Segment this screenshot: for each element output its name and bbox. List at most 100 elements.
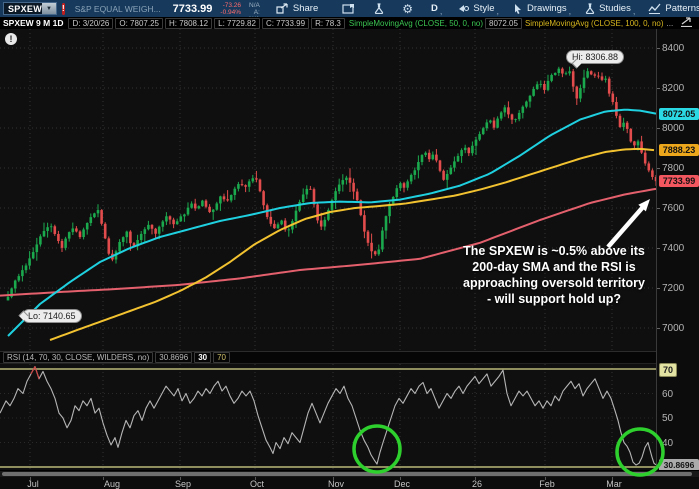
- flask-icon: [375, 3, 384, 14]
- style-label: Style: [473, 3, 495, 14]
- chart-gridlines: [0, 29, 656, 351]
- note-line: approaching oversold territory: [463, 276, 645, 290]
- price-tick-label: 7600: [662, 203, 685, 214]
- dropdown-mark: ,: [632, 5, 636, 16]
- dropdown-mark: ,: [496, 5, 500, 16]
- arrow-head: [638, 199, 650, 212]
- price-tick-label: 7800: [662, 163, 685, 174]
- price-tick-mark: [657, 128, 660, 129]
- time-tick-mark: [103, 477, 104, 480]
- sma200-line[interactable]: [0, 187, 656, 297]
- patterns-label: Patterns: [665, 3, 699, 14]
- dropdown-mark: ,: [439, 5, 443, 16]
- chart-info-icon[interactable]: !: [5, 33, 17, 45]
- time-tick-mark: [180, 477, 181, 480]
- oversold-circle-drawing[interactable]: [615, 427, 665, 477]
- arrow-drawing[interactable]: [606, 203, 647, 249]
- horizontal-scrollbar[interactable]: [0, 470, 699, 477]
- studies-button[interactable]: Studies ,: [585, 3, 636, 16]
- rsi-value-badge: 30.8696: [659, 458, 699, 471]
- time-axis-label: Aug: [103, 479, 121, 489]
- sma50-line[interactable]: [7, 108, 656, 337]
- time-tick-mark: [255, 477, 256, 480]
- price-tick-mark: [657, 248, 660, 249]
- price-tick-label: 8200: [662, 83, 685, 94]
- patterns-icon: [648, 3, 661, 14]
- time-tick-mark: [30, 477, 31, 480]
- symbol-description: S&P EQUAL WEIGH...: [74, 3, 161, 14]
- sma100-study-label[interactable]: SimpleMovingAvg (CLOSE, 100, 0, no): [524, 18, 664, 28]
- last-price: 7733.99: [172, 2, 213, 15]
- chart-news-button[interactable]: [342, 3, 355, 14]
- scrollbar-handle[interactable]: [2, 472, 692, 476]
- price-tick-label: 8400: [662, 43, 685, 54]
- style-icon: [459, 5, 470, 12]
- rsi-overbought-badge: 70: [659, 363, 677, 377]
- maximize-chart-button[interactable]: [680, 17, 693, 29]
- drawings-label: Drawings: [527, 3, 567, 14]
- candles: [6, 66, 656, 301]
- price-tick-label: 7000: [662, 323, 685, 334]
- time-axis-label: Nov: [327, 479, 345, 489]
- price-axis[interactable]: 8400 8200 8000 7800 7600 7400 7200 7000 8072.05 7…: [656, 29, 699, 471]
- price-tick-mark: [657, 88, 660, 89]
- note-line: The SPXEW is ~0.5% above its: [463, 244, 645, 258]
- ohlc-field: R: 78.3: [311, 17, 345, 29]
- price-tick-mark: [657, 328, 660, 329]
- rsi-study-label[interactable]: RSI (14, 70, 30, CLOSE, WILDERS, no): [3, 352, 154, 363]
- ohlc-field: L: 7729.82: [214, 17, 260, 29]
- analysis-note-drawing[interactable]: The SPXEW is ~0.5% above its 200-day SMA…: [448, 243, 660, 307]
- more-studies-button[interactable]: ...: [666, 18, 674, 28]
- settings-button[interactable]: ⚙: [402, 2, 413, 16]
- ohlc-field: C: 7733.99: [261, 17, 310, 29]
- price-chart-canvas[interactable]: [0, 29, 656, 351]
- patterns-button[interactable]: Patterns ,: [648, 3, 699, 14]
- price-tick-mark: [657, 208, 660, 209]
- time-axis-label: Feb: [539, 479, 555, 489]
- rsi-line[interactable]: [0, 365, 657, 466]
- time-axis[interactable]: Jul Aug Sep Oct Nov Dec 26 Feb Mar: [0, 477, 699, 489]
- style-button[interactable]: Style ,: [458, 3, 500, 16]
- ohlc-field: H: 7808.12: [164, 17, 213, 29]
- share-icon: [276, 3, 288, 14]
- sma100-line[interactable]: [49, 147, 655, 341]
- time-axis-label: Jul: [27, 479, 39, 489]
- top-toolbar: SPXEW ▼ ! S&P EQUAL WEIGH... 7733.99 -73…: [0, 0, 699, 23]
- rsi-oversold-setting: 30: [194, 352, 212, 363]
- symbol-text[interactable]: SPXEW: [8, 3, 43, 14]
- sma50-study-label[interactable]: SimpleMovingAvg (CLOSE, 50, 0, no): [348, 18, 484, 28]
- price-change: -73.26 -0.94%: [220, 2, 241, 16]
- time-tick-mark: [475, 477, 476, 480]
- low-price-bubble: Lo: 7140.65: [18, 309, 82, 323]
- share-button[interactable]: Share: [276, 3, 318, 14]
- price-tick-mark: [657, 168, 660, 169]
- timeframe-button[interactable]: D ,: [431, 3, 443, 16]
- chart-status-bar: SPXEW 9 M 1D D: 3/20/26 O: 7807.25 H: 7808…: [0, 17, 699, 29]
- high-price-bubble: Hi: 8306.88: [566, 50, 625, 69]
- rsi-tick-label: 40: [662, 437, 674, 449]
- cursor-icon: [515, 4, 522, 14]
- flask-icon: [586, 3, 595, 14]
- price-tick-mark: [657, 288, 660, 289]
- price-tick-label: 7200: [662, 283, 685, 294]
- change-value: -73.26: [222, 1, 242, 9]
- studies-label: Studies: [599, 3, 631, 14]
- quick-study-button[interactable]: [374, 3, 384, 14]
- bid-value: B: N/A: [249, 0, 260, 9]
- time-axis-label: Mar: [606, 479, 622, 489]
- oversold-circle-drawing[interactable]: [352, 424, 402, 474]
- rsi-tick-label: 60: [662, 388, 674, 400]
- gear-icon: ⚙: [402, 1, 413, 16]
- ohlc-fields: D: 3/20/26 O: 7807.25 H: 7808.12 L: 7729.82…: [66, 17, 345, 29]
- alert-icon[interactable]: !: [62, 2, 65, 15]
- symbol-dropdown-icon[interactable]: ▼: [42, 3, 57, 14]
- sma50-study-value: 8072.05: [485, 17, 522, 29]
- drawings-button[interactable]: Drawings ,: [513, 3, 571, 16]
- rsi-chart-canvas[interactable]: [0, 364, 665, 477]
- symbol-input[interactable]: SPXEW ▼: [3, 2, 58, 15]
- time-tick-mark: [612, 477, 613, 480]
- time-tick-mark: [400, 477, 401, 480]
- share-label: Share: [292, 3, 319, 14]
- news-flag-icon: [342, 4, 355, 14]
